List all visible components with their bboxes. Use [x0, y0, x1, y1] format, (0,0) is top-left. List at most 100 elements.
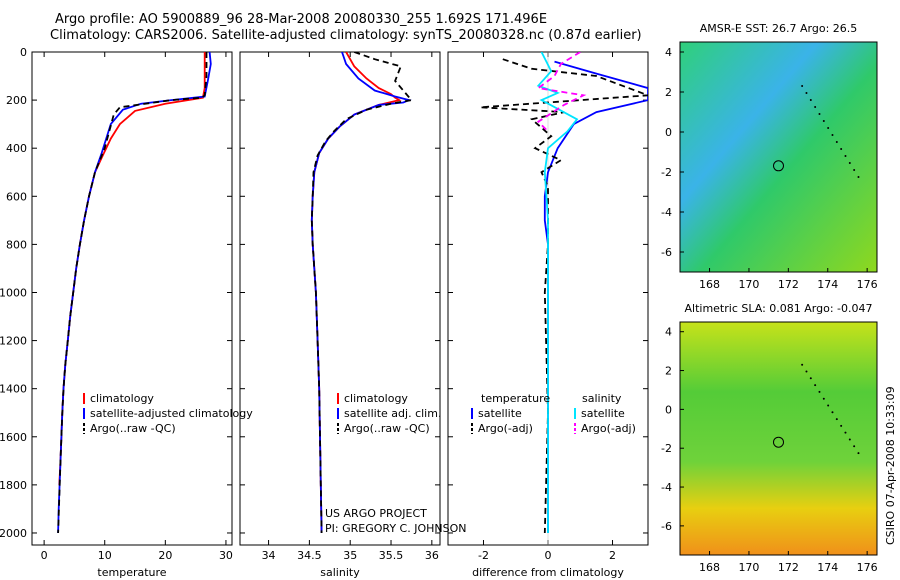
- sst-map-ytick-label: 0: [665, 126, 672, 139]
- difference-xtick-label: 2: [609, 549, 616, 562]
- salinity-xtick-label: 35.5: [379, 549, 404, 562]
- salinity-series-group: [310, 52, 414, 534]
- sst-map-coast-dot: [831, 134, 834, 136]
- depth-tick-label: 200: [6, 94, 27, 107]
- sla-map-coast-dot: [801, 363, 804, 366]
- sst-map-argo-marker: [773, 160, 784, 172]
- sst-map-title: AMSR-E SST: 26.7 Argo: 26.5: [700, 22, 858, 35]
- sla-map-ytick-label: -4: [661, 481, 672, 494]
- sst-map-coast-dot: [801, 85, 804, 87]
- sla-map-coast-dot: [827, 404, 830, 407]
- temperature-xtick-label: 20: [158, 549, 172, 562]
- sst-map-ytick-label: -4: [661, 206, 672, 219]
- salinity-xlabel: salinity: [320, 566, 360, 579]
- depth-tick-label: 1400: [0, 383, 27, 396]
- sla-map-argo-marker: [773, 436, 784, 448]
- sla-map-ytick-label: 0: [665, 403, 672, 416]
- difference-xlabel: difference from climatology: [472, 566, 624, 579]
- difference-legend-temp-satellite: satellite: [478, 407, 522, 420]
- difference-xtick-label: -2: [478, 549, 489, 562]
- sla-map-coast-dot: [835, 418, 838, 421]
- temperature-plot: [31, 51, 233, 546]
- sst-map-coast-dot: [827, 127, 830, 129]
- sst-map-xtick-label: 168: [699, 278, 720, 291]
- salinity-legend-2: Argo(..raw -QC): [344, 422, 430, 435]
- difference-legend-sal-argo: Argo(-adj): [581, 422, 636, 435]
- sst-map-coast-dot: [848, 162, 851, 164]
- sla-map-xtick-label: 172: [778, 561, 799, 574]
- depth-tick-label: 600: [6, 190, 27, 203]
- sla-map-frame: [679, 321, 878, 556]
- salinity-legend-0: climatology: [344, 392, 408, 405]
- difference-legend-sal-satellite: satellite: [581, 407, 625, 420]
- salinity-series-satellite: [310, 52, 412, 534]
- temperature-series-argo: [57, 52, 208, 534]
- sla-map-coast-dot: [818, 390, 821, 393]
- sla-map-xtick-label: 174: [817, 561, 838, 574]
- sla-map-coast-dot: [848, 438, 851, 441]
- sla-map-ytick-label: -2: [661, 442, 672, 455]
- difference-legend-salinity-title: salinity: [582, 392, 622, 405]
- sst-map-ytick-label: -2: [661, 166, 672, 179]
- difference-legend-temperature-title: temperature: [481, 392, 550, 405]
- sla-map-ytick-label: 2: [665, 365, 672, 378]
- temperature-xtick-label: 30: [219, 549, 233, 562]
- temperature-xlabel: temperature: [97, 566, 166, 579]
- sla-map-coast-dot: [822, 397, 825, 400]
- salinity-xtick-label: 34: [262, 549, 276, 562]
- sst-map-coast-dot: [857, 176, 860, 178]
- salinity-series-climatology: [310, 52, 402, 534]
- salinity-axes-frame: [239, 51, 441, 546]
- sla-map-xtick-label: 176: [857, 561, 878, 574]
- sst-map-coast-dot: [818, 113, 821, 115]
- sst-map-coast-dot: [814, 106, 817, 108]
- sst-map-coast-dot: [840, 148, 843, 150]
- sst-map-ytick-label: -6: [661, 246, 672, 259]
- sla-map-xtick-label: 170: [738, 561, 759, 574]
- sla-map-coast-dot: [844, 431, 847, 434]
- sst-map-xtick-label: 172: [778, 278, 799, 291]
- salinity-plot: [239, 51, 441, 546]
- difference-series-salinity-satellite: [536, 52, 579, 533]
- sst-map-xtick-label: 174: [817, 278, 838, 291]
- temperature-series-satellite: [57, 52, 212, 534]
- salinity-xtick-label: 34.5: [297, 549, 322, 562]
- sla-map-field: [680, 322, 877, 555]
- depth-tick-label: 1600: [0, 431, 27, 444]
- temperature-xtick-label: 10: [98, 549, 112, 562]
- figure-title-line2: Climatology: CARS2006. Satellite-adjuste…: [50, 28, 642, 43]
- credit-project: US ARGO PROJECT: [325, 507, 427, 520]
- salinity-series-argo: [310, 52, 414, 534]
- sst-map-ytick-label: 2: [665, 86, 672, 99]
- sla-map-ytick-label: -6: [661, 520, 672, 533]
- sla-map-title: Altimetric SLA: 0.081 Argo: -0.047: [685, 302, 873, 315]
- sla-map-coast-dot: [831, 411, 834, 414]
- depth-tick-label: 1000: [0, 286, 27, 299]
- salinity-legend-1: satellite adj. clim.: [344, 407, 441, 420]
- depth-tick-label: 800: [6, 238, 27, 251]
- salinity-xtick-label: 35: [343, 549, 357, 562]
- depth-tick-label: 400: [6, 142, 27, 155]
- sst-map-coast-dot: [809, 99, 812, 101]
- sla-map-coast-dot: [809, 377, 812, 380]
- sla-map-coast-dot: [853, 445, 856, 448]
- difference-plot: [447, 51, 649, 546]
- sst-map-coast-dot: [835, 141, 838, 143]
- salinity-xtick-label: 36: [425, 549, 439, 562]
- depth-tick-label: 1800: [0, 479, 27, 492]
- depth-tick-label: 1200: [0, 335, 27, 348]
- sst-map-frame: [679, 41, 878, 273]
- temperature-legend-0: climatology: [90, 392, 154, 405]
- difference-series-salinity-argo: [536, 52, 587, 133]
- sst-map-coast-dot: [822, 120, 825, 122]
- difference-series-temperature-argo: [480, 58, 648, 534]
- difference-legend-temp-argo: Argo(-adj): [478, 422, 533, 435]
- sla-map-coast-dot: [814, 384, 817, 387]
- sla-map-ytick-label: 4: [665, 326, 672, 339]
- temperature-xtick-label: 0: [41, 549, 48, 562]
- sst-map-coast-dot: [805, 92, 808, 94]
- difference-series-group: [480, 52, 648, 534]
- sst-map-xtick-label: 170: [738, 278, 759, 291]
- sst-map-xtick-label: 176: [857, 278, 878, 291]
